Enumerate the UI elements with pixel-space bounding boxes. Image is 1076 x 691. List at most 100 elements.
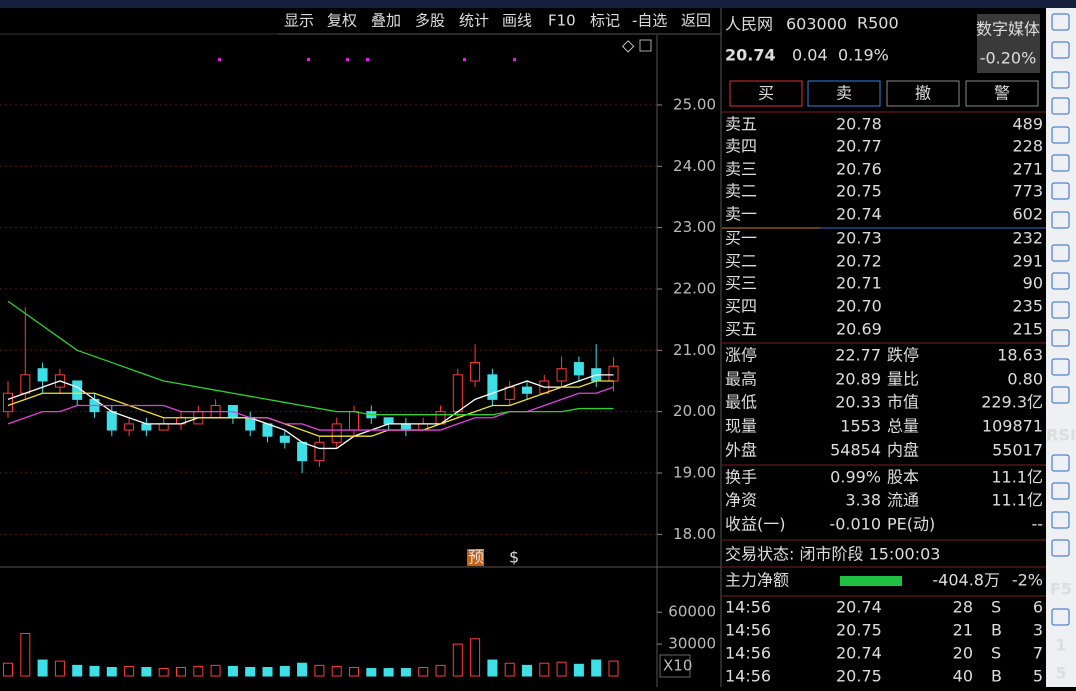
sidebar-icon[interactable] [1051,301,1070,319]
button[interactable] [807,80,881,107]
button[interactable] [729,80,803,107]
volume-bar [37,659,48,677]
stat-value: 55017 [992,441,1043,460]
level-qty: 602 [1012,205,1043,224]
tick-price: 20.75 [836,667,882,686]
stat-label: PE(动) [887,515,935,534]
sidebar-icon[interactable] [1051,482,1070,500]
tick-count: 3 [1033,621,1043,640]
level-label: 买二 [725,252,757,271]
y-tick-label: 20.00 [673,402,716,420]
trade-button[interactable]: 警 [994,84,1010,103]
sidebar-icon[interactable] [1051,329,1070,347]
stat-label: 量比 [887,370,919,389]
volume-bar [124,665,135,677]
sidebar-icon[interactable] [1051,244,1070,262]
sidebar-button[interactable]: 5 [1055,664,1066,683]
sidebar-icon[interactable] [1051,358,1070,376]
button[interactable] [886,80,960,107]
candle-body [141,423,152,431]
sidebar-icon[interactable] [1051,182,1070,200]
stat-value: 0.80 [1007,370,1043,389]
icon[interactable] [639,39,652,52]
sidebar-icon[interactable] [1051,272,1070,290]
candle-body [124,423,135,431]
toolbar-button[interactable]: 统计 [459,12,489,30]
sidebar-button[interactable]: 1 [1055,636,1066,655]
stat-value: 11.1亿 [991,491,1043,510]
event-markers [218,58,516,61]
stat-label: 净资 [725,491,757,510]
level-qty: 90 [1023,274,1043,293]
sector: 数字媒体 [976,20,1040,39]
sidebar-icon[interactable] [1051,126,1070,144]
tick-time: 14:56 [725,644,771,663]
candle-body [158,423,169,431]
sidebar-icon[interactable] [1051,454,1070,472]
toolbar-button[interactable]: 显示 [284,12,314,30]
tick-side: B [991,621,1002,640]
sidebar-icon[interactable] [1051,154,1070,172]
level-qty: 215 [1012,320,1043,339]
toolbar-button[interactable]: 多股 [415,12,445,30]
toolbar-button[interactable]: F10 [548,12,576,30]
status: 交易状态: 闭市阶段 15:00:03 [725,545,940,564]
sidebar-icon[interactable] [1051,511,1070,529]
level-label: 买一 [725,229,757,248]
volume-bar [20,632,31,677]
toolbar-button[interactable]: -自选 [632,12,667,30]
sidebar-icon[interactable] [1051,539,1070,557]
tick-side: S [991,644,1001,663]
level-price: 20.76 [836,160,882,179]
sidebar-icon[interactable] [1051,386,1070,404]
volume-bar [106,666,117,677]
volume-bar [262,666,273,677]
sidebar-icon[interactable] [1051,41,1070,59]
sector-box[interactable] [977,14,1040,73]
sidebar-button[interactable]: RSI [1046,426,1076,445]
fund-amount: -404.8万 [932,571,1000,590]
candle-body [470,362,481,382]
tick-count: 6 [1033,598,1043,617]
sidebar-icon[interactable] [1051,97,1070,115]
candle-body [279,435,290,443]
tick-vol: 21 [953,621,973,640]
toolbar-button[interactable]: 叠加 [371,12,401,30]
toolbar-button[interactable]: 复权 [327,12,357,30]
sidebar-icon[interactable] [1051,211,1070,229]
stat-value: 0.99% [830,468,881,487]
volume-bar [141,666,152,677]
sidebar-icon[interactable] [1051,71,1070,89]
fund-bar [840,576,902,586]
sidebar-icon[interactable] [1051,608,1070,626]
stat-label: 涨停 [725,346,757,365]
volume-bar [279,665,290,677]
stat-value: -- [1031,515,1043,534]
trade-button[interactable]: 撤 [915,84,931,103]
level-price: 20.69 [836,320,882,339]
sidebar-button[interactable]: F5 [1050,580,1072,599]
tick-vol: 28 [953,598,973,617]
tick-price: 20.74 [836,598,882,617]
button[interactable] [965,80,1039,107]
trade-button[interactable]: 卖 [836,84,852,103]
volume-bar [366,668,377,677]
toolbar-button[interactable]: 画线 [502,12,532,30]
stat-label: 流通 [887,491,919,510]
tick-count: 7 [1033,644,1043,663]
trade-button[interactable]: 买 [758,84,774,103]
volume-bar [573,663,584,677]
candle-body [400,423,411,431]
toolbar-button[interactable]: 返回 [681,12,711,30]
volume-bar [470,638,481,677]
multiplier: X10 [663,657,692,675]
toolbar-button[interactable]: 标记 [590,12,620,30]
level-qty: 271 [1012,160,1043,179]
icon[interactable]: ◇ [622,36,635,55]
candle-body [504,386,515,400]
level-price: 20.75 [836,182,882,201]
stat-value: 229.3亿 [981,393,1043,412]
stat-value: 22.77 [835,346,881,365]
sidebar-icon[interactable] [1051,13,1070,31]
